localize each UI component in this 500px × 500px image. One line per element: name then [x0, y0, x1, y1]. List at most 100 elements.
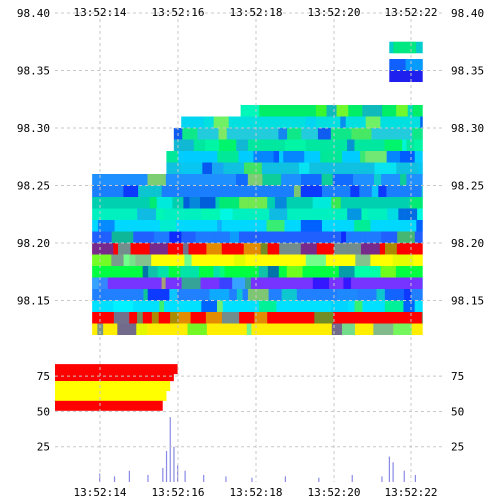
- heatmap-cell: [111, 266, 133, 278]
- heatmap-cell: [218, 128, 227, 140]
- heatmap-cell: [365, 151, 387, 163]
- heatmap-cell: [321, 174, 333, 186]
- heatmap-cell: [354, 220, 371, 232]
- heatmap-cell: [420, 116, 423, 128]
- heatmap-cell: [157, 266, 169, 278]
- heatmap-cell: [142, 266, 149, 278]
- heatmap-cell: [392, 254, 414, 266]
- grid-lines: [55, 12, 445, 482]
- volume-bar: [351, 474, 353, 482]
- heatmap-cell: [334, 243, 348, 255]
- heatmap-cell: [189, 197, 200, 209]
- heatmap-cell: [294, 185, 301, 197]
- heatmap-cell: [320, 151, 343, 163]
- volume-bar: [165, 450, 168, 482]
- y-tick-label-left: 98.35: [17, 65, 50, 78]
- heatmap-cell: [317, 128, 331, 140]
- heatmap-cell: [178, 312, 191, 324]
- depth-band: [55, 371, 174, 382]
- heatmap-cell: [211, 162, 224, 174]
- heatmap-cell: [384, 289, 404, 301]
- heatmap-cell: [331, 323, 343, 335]
- heatmap-cell: [343, 277, 352, 289]
- heatmap-cell: [361, 208, 368, 220]
- y-tick-label-right: 98.25: [451, 180, 484, 193]
- heatmap-cell: [340, 116, 346, 128]
- heatmap-cell: [343, 266, 355, 278]
- heatmap-cell: [201, 208, 221, 220]
- heatmap-cell: [222, 312, 240, 324]
- heatmap-cell: [402, 139, 407, 151]
- heatmap-cell: [400, 174, 407, 186]
- y-tick-label-right: 98.35: [451, 65, 484, 78]
- volume-tick-label-left: 25: [37, 441, 50, 454]
- heatmap-cell: [342, 323, 355, 335]
- heatmap-cell: [386, 151, 400, 163]
- y-tick-label-left: 98.20: [17, 237, 50, 250]
- heatmap-cell: [137, 312, 143, 324]
- heatmap-cell: [355, 254, 371, 266]
- heatmap-cell: [98, 277, 108, 289]
- heatmap-cell: [299, 162, 310, 174]
- heatmap-cell: [405, 59, 423, 71]
- heatmap-cell: [153, 185, 162, 197]
- heatmap-band: [92, 220, 423, 232]
- y-tick-label-right: 98.30: [451, 122, 484, 135]
- heatmap-cell: [247, 289, 269, 301]
- heatmap-cell: [149, 243, 168, 255]
- heatmap-band: [389, 70, 423, 82]
- heatmap-cell: [182, 243, 189, 255]
- heatmap-cell: [201, 300, 218, 312]
- heatmap-cell: [236, 289, 243, 301]
- heatmap-cell: [180, 266, 200, 278]
- heatmap-cell: [267, 266, 279, 278]
- heatmap-cell: [206, 243, 222, 255]
- heatmap-cell: [326, 105, 337, 117]
- heatmap-cell: [239, 197, 249, 209]
- heatmap-cell: [376, 289, 385, 301]
- depth-band: [55, 390, 167, 401]
- heatmap-cell: [147, 289, 170, 301]
- volume-tick-label-left: 50: [37, 405, 50, 418]
- heatmap-cell: [332, 174, 353, 186]
- heatmap-cell: [374, 162, 397, 174]
- heatmap-cell: [195, 231, 215, 243]
- heatmap-cell: [354, 266, 360, 278]
- heatmap-cell: [398, 208, 405, 220]
- heatmap-cell: [414, 139, 423, 151]
- heatmap-cell: [187, 323, 207, 335]
- heatmap-cell: [359, 266, 381, 278]
- heatmap-cell: [285, 139, 306, 151]
- x-tick-label-top: 13:52:14: [74, 6, 127, 19]
- heatmap-cell: [281, 289, 297, 301]
- depth-band: [55, 364, 178, 375]
- heatmap-cell: [302, 266, 309, 278]
- heatmap-cell: [346, 231, 366, 243]
- depth-band: [55, 400, 163, 411]
- heatmap-cell: [123, 185, 139, 197]
- heatmap-cell: [181, 116, 195, 128]
- heatmap-cell: [129, 174, 148, 186]
- x-tick-label-bottom: 13:52:18: [230, 486, 283, 499]
- heatmap-band: [181, 116, 423, 128]
- volume-bar: [388, 456, 390, 482]
- heatmap-cell: [360, 151, 366, 163]
- heatmap-cell: [337, 289, 358, 301]
- heatmap-cell: [314, 312, 334, 324]
- volume-bar: [147, 474, 149, 482]
- heatmap-cell: [202, 162, 212, 174]
- x-tick-label-bottom: 13:52:22: [385, 486, 438, 499]
- heatmap-cell: [347, 208, 362, 220]
- heatmap-cell: [301, 174, 322, 186]
- depth-band: [55, 381, 171, 392]
- heatmap-cell: [129, 254, 136, 266]
- heatmap-cell: [417, 208, 423, 220]
- heatmap-cell: [217, 300, 223, 312]
- heatmap-cell: [330, 128, 352, 140]
- heatmap-cell: [113, 312, 130, 324]
- heatmap-band: [92, 231, 423, 243]
- volume-tick-label-right: 75: [451, 370, 464, 383]
- heatmap-cell: [97, 323, 104, 335]
- heatmap-cell: [323, 277, 330, 289]
